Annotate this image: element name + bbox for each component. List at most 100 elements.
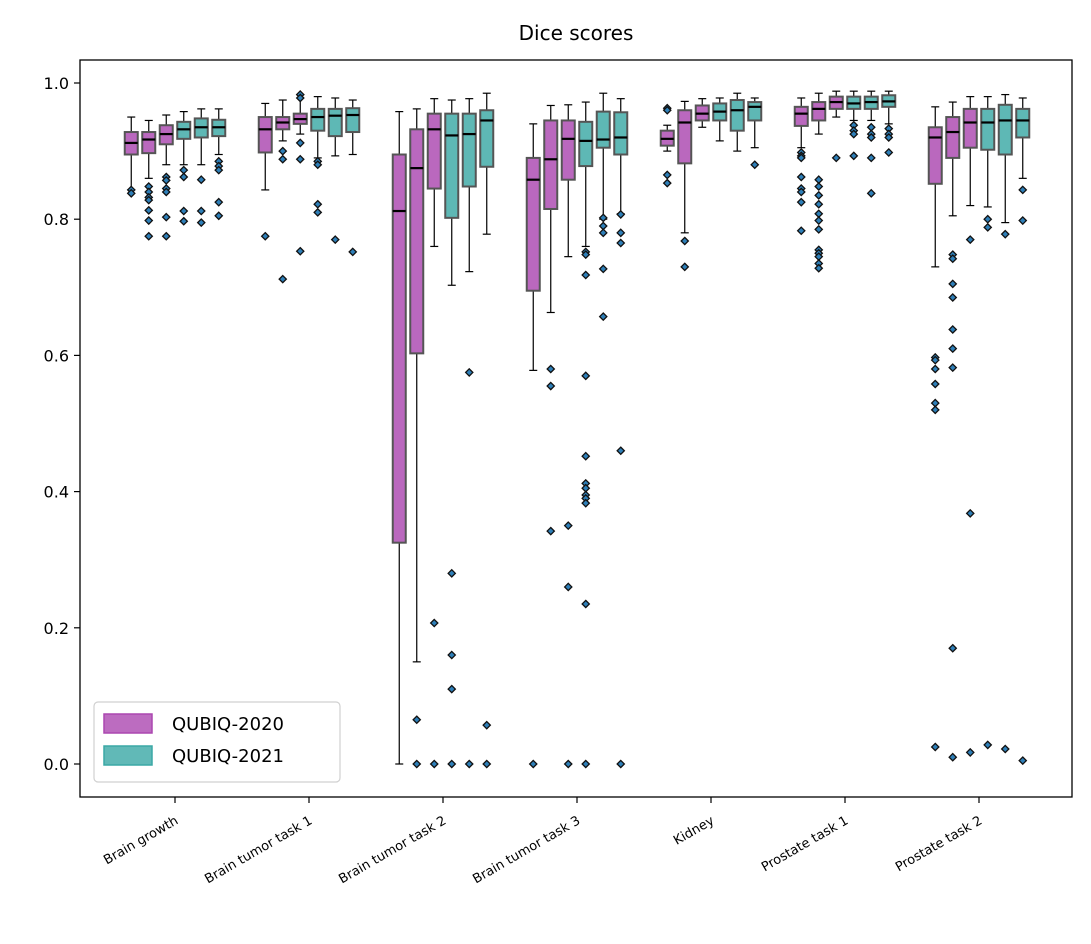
outlier-point	[214, 165, 224, 175]
box-group	[793, 90, 897, 273]
box-body	[578, 120, 594, 168]
outlier-point	[948, 752, 958, 762]
box	[444, 99, 460, 769]
outlier-point	[849, 129, 859, 139]
box	[613, 98, 629, 769]
box-body	[391, 153, 407, 544]
box	[257, 102, 273, 241]
box-body	[560, 119, 576, 181]
outlier-point	[214, 197, 224, 207]
box	[980, 96, 996, 750]
outlier-point	[278, 154, 288, 164]
outlier-point	[814, 263, 824, 273]
legend-label: QUBIQ-2021	[172, 746, 284, 767]
box-body	[729, 99, 745, 132]
box-group	[525, 92, 629, 769]
outlier-point	[313, 160, 323, 170]
outlier-point	[1018, 216, 1028, 226]
outlier-point	[179, 206, 189, 216]
outlier-point	[196, 175, 206, 185]
box-body	[1015, 107, 1031, 139]
outlier-point	[930, 355, 940, 365]
box	[846, 90, 862, 161]
outlier-point	[616, 228, 626, 238]
outlier-point	[965, 235, 975, 245]
x-tick-label: Brain growth	[101, 813, 181, 868]
box-body	[980, 107, 996, 151]
x-tick-label: Kidney	[671, 813, 717, 848]
box	[659, 103, 675, 188]
box	[409, 108, 425, 769]
outlier-point	[482, 720, 492, 730]
box-body	[345, 107, 361, 134]
outlier-point	[214, 211, 224, 221]
outlier-point	[866, 132, 876, 142]
outlier-point	[196, 206, 206, 216]
box	[560, 104, 576, 769]
x-tick-label: Prostate task 1	[759, 813, 851, 875]
outlier-point	[662, 170, 672, 180]
box	[997, 93, 1013, 754]
box	[391, 111, 407, 765]
box	[292, 90, 308, 256]
outlier-point	[884, 132, 894, 142]
box-group	[257, 90, 361, 284]
y-tick-label: 0.0	[44, 755, 69, 774]
box	[578, 101, 594, 769]
x-tick-label: Brain tumor task 1	[202, 813, 315, 887]
axes-frame	[79, 59, 1073, 798]
outlier-point	[849, 151, 859, 161]
outlier-point	[814, 199, 824, 209]
outlier-point	[144, 231, 154, 241]
box	[345, 99, 361, 257]
outlier-point	[930, 379, 940, 389]
box-group	[927, 93, 1031, 766]
box-body	[426, 112, 442, 190]
box-body	[677, 109, 693, 165]
outlier-point	[412, 759, 422, 769]
outlier-point	[563, 582, 573, 592]
outlier-point	[144, 216, 154, 226]
box	[193, 108, 209, 228]
x-tick-label: Prostate task 2	[893, 813, 985, 875]
box	[881, 90, 897, 157]
legend-swatch	[103, 745, 153, 766]
box	[962, 96, 978, 757]
outlier-point	[563, 759, 573, 769]
box	[694, 98, 710, 128]
box-body	[927, 126, 943, 185]
outlier-point	[1018, 185, 1028, 195]
box-body	[793, 105, 809, 127]
outlier-point	[796, 153, 806, 163]
outlier-point	[581, 759, 591, 769]
outlier-point	[295, 138, 305, 148]
box-body	[543, 119, 559, 210]
x-tick-label: Brain tumor task 3	[470, 813, 583, 887]
outlier-point	[447, 759, 457, 769]
outlier-point	[581, 451, 591, 461]
outlier-point	[563, 521, 573, 531]
outlier-point	[581, 498, 591, 508]
chart-title: Dice scores	[519, 21, 634, 45]
outlier-point	[948, 643, 958, 653]
outlier-point	[866, 153, 876, 163]
outlier-point	[447, 568, 457, 578]
box	[123, 116, 139, 198]
legend-label: QUBIQ-2020	[172, 714, 284, 735]
box	[863, 90, 879, 198]
outlier-point	[1018, 756, 1028, 766]
legend: QUBIQ-2020 QUBIQ-2021	[93, 701, 341, 783]
box	[927, 106, 943, 752]
box	[595, 92, 611, 322]
outlier-point	[662, 105, 672, 115]
outlier-point	[948, 363, 958, 373]
outlier-point	[750, 160, 760, 170]
outlier-point	[464, 367, 474, 377]
outlier-point	[295, 154, 305, 164]
box-body	[461, 112, 477, 188]
outlier-point	[662, 178, 672, 188]
box-body	[257, 116, 273, 154]
box-body	[811, 101, 827, 122]
outlier-point	[930, 405, 940, 415]
y-tick-label: 0.6	[44, 346, 69, 365]
